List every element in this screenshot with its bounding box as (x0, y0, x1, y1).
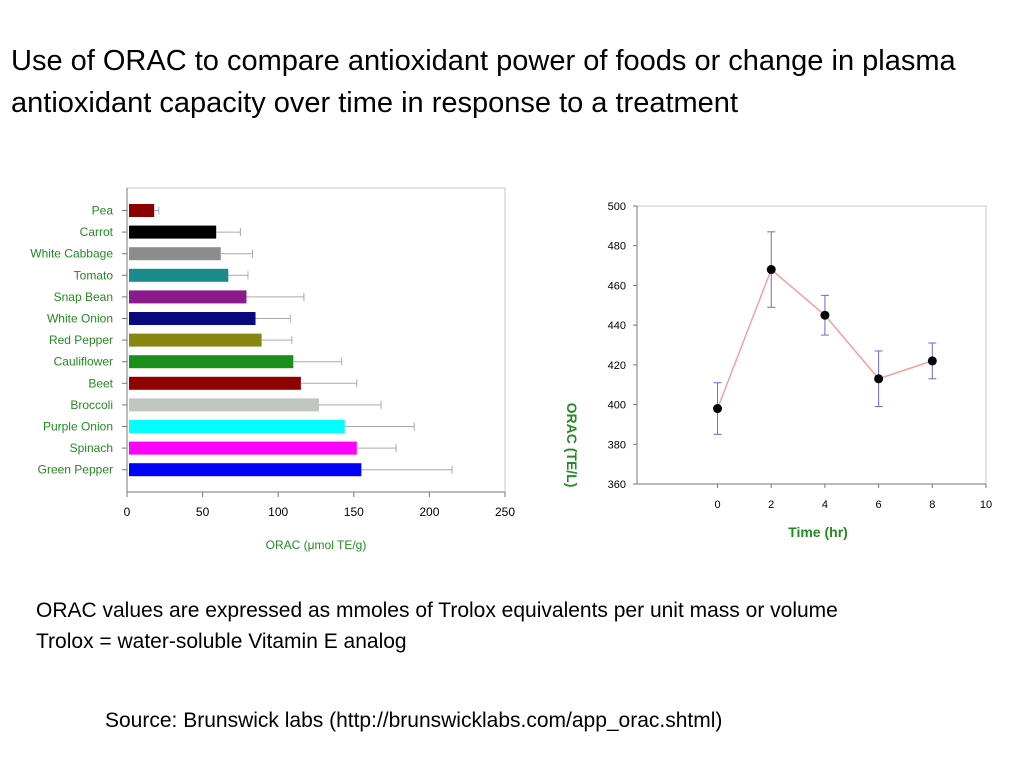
bar-category-label: Cauliflower (54, 355, 113, 369)
line-y-tick-label: 380 (608, 439, 626, 451)
line-y-tick-label: 460 (608, 280, 626, 292)
line-plot-border (636, 205, 987, 485)
bar-category-label: Snap Bean (54, 290, 113, 304)
bar-x-tick-label: 200 (419, 505, 439, 519)
bar-category-label: Red Pepper (49, 333, 113, 347)
bar (129, 204, 155, 217)
bar-category-label: Green Pepper (38, 463, 113, 477)
bar-category-label: White Cabbage (30, 247, 113, 261)
bar-x-tick-label: 250 (495, 505, 515, 519)
bar-category-label: Spinach (70, 441, 113, 455)
bar-chart-marks: Pea Carrot White Cabbage Tomato Snap Bean Whi… (30, 204, 453, 477)
line-series (716, 268, 933, 409)
bar (129, 441, 357, 455)
line-x-tick-label: 0 (714, 499, 720, 511)
line-x-tick-label: 6 (876, 499, 882, 511)
line-x-tick-label: 4 (822, 499, 828, 511)
line-chart-x-axis-label: Time (hr) (788, 524, 848, 540)
line-chart: 360 380 400 420 440 460 480 500 0 2 4 6 8 10 Time (hr… (564, 201, 992, 540)
bar (129, 463, 362, 477)
bar (129, 268, 229, 282)
bar-category-label: Broccoli (70, 398, 113, 412)
line-data-point (766, 265, 776, 275)
bar-chart-frame: 0 50 100 150 200 250 (124, 187, 515, 519)
note-trolox-definition: Trolox = water-soluble Vitamin E analog (36, 630, 407, 653)
line-data-point (713, 404, 723, 414)
bar-x-tick-label: 150 (344, 505, 364, 519)
line-chart-y-axis-label: ORAC (TE/L) (564, 403, 580, 488)
line-data-point (820, 310, 830, 320)
bar-category-label: Beet (88, 376, 113, 390)
slide-title: Use of ORAC to compare antioxidant power… (11, 45, 956, 119)
bar-chart-x-axis-label: ORAC (μmol TE/g) (266, 538, 367, 552)
bar-category-label: Tomato (74, 268, 114, 282)
line-x-tick-label: 2 (768, 499, 774, 511)
bar-category-label: Purple Onion (43, 420, 113, 434)
note-orac-units: ORAC values are expressed as mmoles of T… (36, 599, 838, 622)
line-y-tick-label: 400 (608, 400, 626, 412)
bar (129, 290, 247, 304)
bar (129, 355, 294, 369)
line-y-tick-label: 420 (608, 360, 626, 372)
bar (129, 398, 320, 412)
bar-x-tick-label: 100 (268, 505, 288, 519)
bar (129, 333, 262, 347)
source-citation: Source: Brunswick labs (http://brunswick… (105, 709, 723, 732)
line-chart-frame: 360 380 400 420 440 460 480 500 0 2 4 6 8 10 (608, 201, 992, 511)
bar (129, 225, 217, 239)
bar-x-tick-label: 0 (124, 505, 131, 519)
line-y-tick-label: 500 (608, 201, 626, 213)
bar-category-label: Carrot (80, 225, 114, 239)
line-y-tick-label: 440 (608, 320, 626, 332)
bar (129, 420, 345, 433)
line-x-tick-label: 8 (929, 499, 935, 511)
line-data-point (874, 374, 884, 384)
line-x-tick-label: 10 (980, 499, 992, 511)
line-data-point (927, 356, 937, 366)
line-y-tick-label: 480 (608, 241, 626, 253)
bar (129, 376, 301, 390)
bar-category-label: White Onion (47, 312, 113, 326)
line-chart-marks (713, 231, 937, 435)
bar-category-label: Pea (92, 204, 114, 218)
bar-chart: 0 50 100 150 200 250 Pea Carrot White Cabbage To… (30, 187, 515, 552)
bar (129, 247, 221, 261)
bar-x-tick-label: 50 (196, 505, 210, 519)
line-y-tick-label: 360 (608, 479, 626, 491)
bar (129, 312, 256, 325)
